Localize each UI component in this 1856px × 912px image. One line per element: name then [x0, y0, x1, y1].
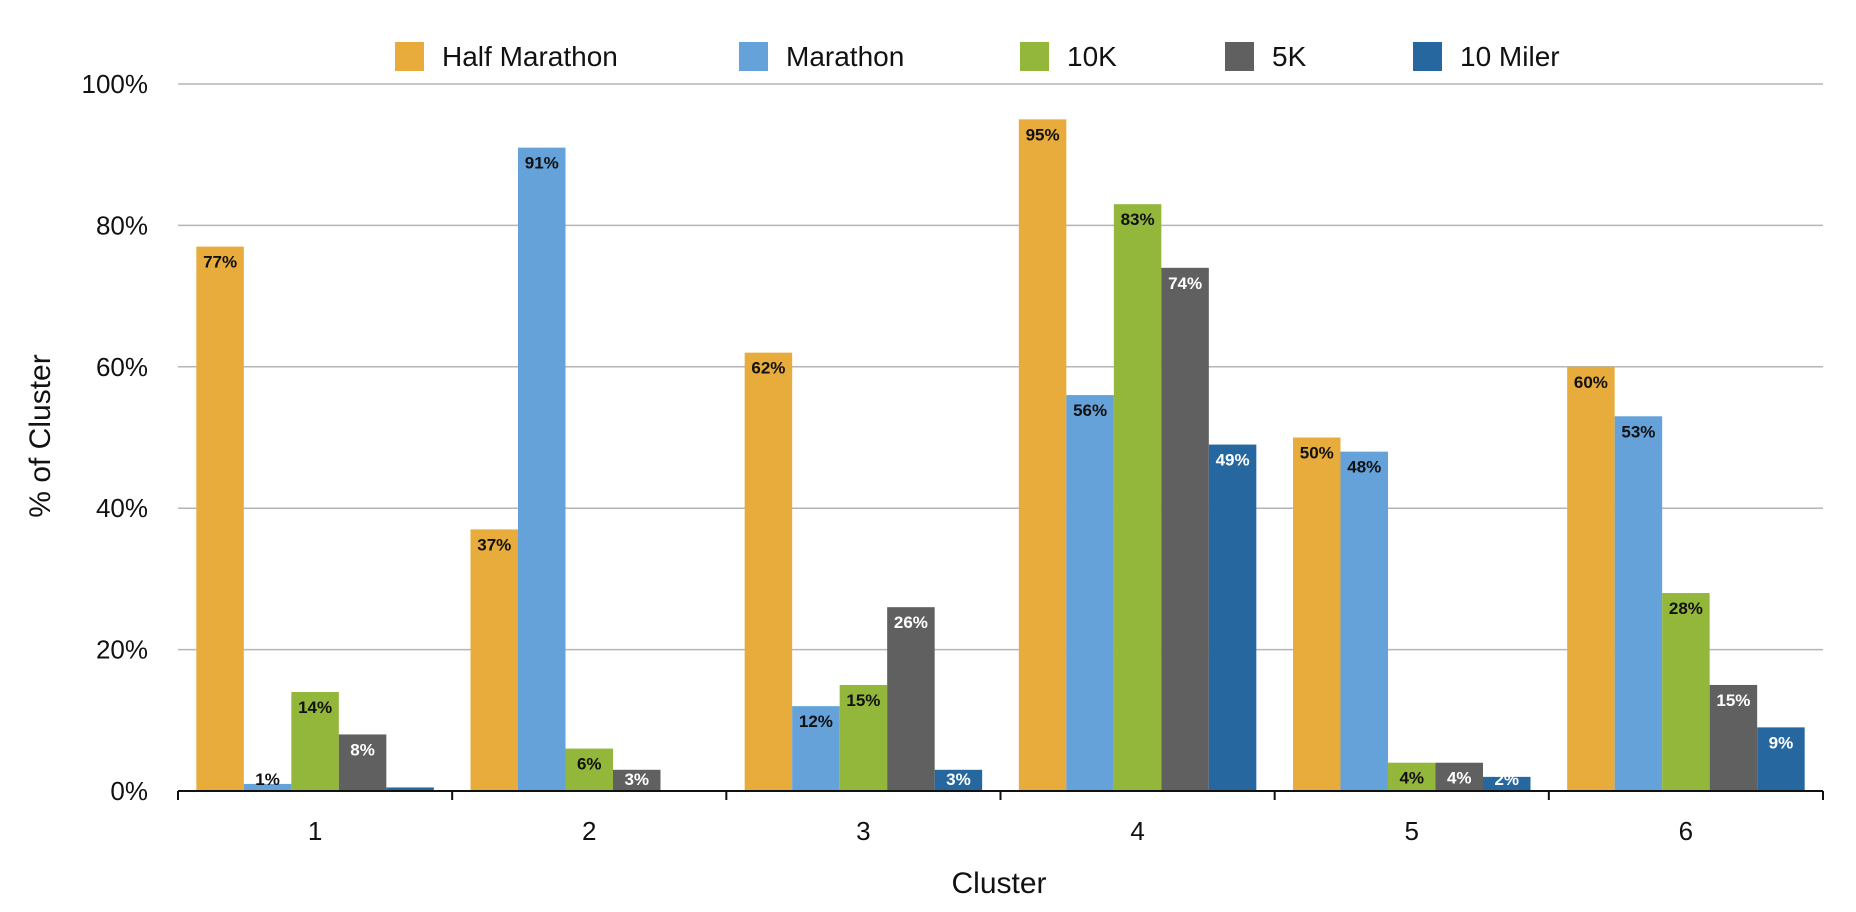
data-label: 2% [1494, 770, 1519, 789]
legend-item: 10 Miler [1413, 41, 1560, 72]
legend-label: Half Marathon [442, 41, 618, 72]
legend-item: 5K [1225, 41, 1307, 72]
legend-label: 10 Miler [1460, 41, 1560, 72]
data-label: 91% [525, 154, 559, 173]
data-label: 8% [350, 740, 375, 759]
y-tick-label: 60% [96, 352, 148, 382]
data-label: 74% [1168, 274, 1202, 293]
bar [1614, 416, 1663, 791]
y-tick-label: 80% [96, 210, 148, 240]
y-axis-title: % of Cluster [24, 354, 57, 517]
bar [613, 769, 661, 791]
bar [887, 607, 935, 791]
bar [470, 529, 518, 791]
data-label: 48% [1347, 458, 1381, 477]
data-label: 95% [1026, 125, 1060, 144]
bar [518, 147, 566, 791]
data-label: 9% [1769, 733, 1794, 752]
data-label: 3% [624, 770, 649, 789]
data-label: 49% [1216, 451, 1250, 470]
bar [1018, 119, 1067, 792]
axes: 1 2 3 4 5 60%20%40%60%80%100% [82, 69, 1824, 846]
data-label: 15% [1716, 691, 1750, 710]
bar [1340, 451, 1388, 791]
bars [196, 119, 1805, 792]
data-label: 83% [1121, 210, 1155, 229]
legend-swatch [395, 42, 424, 71]
data-label: 60% [1574, 373, 1608, 392]
data-label: 3% [946, 770, 971, 789]
data-label: 28% [1669, 599, 1703, 618]
data-label: 1% [255, 770, 280, 789]
data-label: 62% [751, 359, 785, 378]
bar [243, 783, 292, 791]
bar [1208, 444, 1257, 791]
legend-swatch [739, 42, 768, 71]
bar [386, 787, 434, 791]
data-label: 15% [846, 691, 880, 710]
legend-label: 10K [1067, 41, 1117, 72]
bar [839, 684, 888, 791]
gridlines [178, 83, 1823, 651]
bar [1757, 727, 1805, 791]
legend-item: Half Marathon [395, 41, 618, 72]
bar [1113, 204, 1162, 791]
data-label: 50% [1300, 444, 1334, 463]
bar [1293, 437, 1341, 791]
legend: Half Marathon Marathon 10K 5K 10 Miler [395, 41, 1560, 72]
bar [565, 748, 613, 791]
data-label: 56% [1073, 401, 1107, 420]
bar [792, 706, 840, 791]
data-label: 4% [1399, 769, 1424, 788]
legend-swatch [1020, 42, 1049, 71]
data-label: 4% [1447, 769, 1472, 788]
legend-label: Marathon [786, 41, 904, 72]
bar [1709, 684, 1758, 791]
bar [1662, 593, 1710, 791]
legend-swatch [1225, 42, 1254, 71]
bar [1066, 395, 1114, 791]
data-label: 77% [203, 253, 237, 272]
x-axis-title: Cluster [951, 867, 1046, 900]
y-tick-label: 100% [82, 69, 149, 99]
x-tick-label: 1 [308, 816, 322, 846]
legend-item: Marathon [739, 41, 904, 72]
y-tick-label: 20% [96, 635, 148, 665]
y-tick-label: 40% [96, 493, 148, 523]
data-labels: 77% 37% 62% 95% 50% 60% 1% 91% 12% 56% 48% 53% 14% 6%… [203, 125, 1793, 789]
y-tick-label: 0% [110, 776, 148, 806]
data-label: 53% [1621, 422, 1655, 441]
bar [1161, 267, 1209, 791]
legend-item: 10K [1020, 41, 1117, 72]
bar [1567, 366, 1615, 791]
data-label: 6% [577, 755, 602, 774]
x-tick-label: 4 [1130, 816, 1144, 846]
bar [1483, 776, 1531, 791]
bar [1388, 762, 1436, 791]
data-label: 37% [477, 535, 511, 554]
bar [1435, 762, 1483, 791]
data-label: 14% [298, 698, 332, 717]
bar [291, 692, 339, 791]
x-tick-label: 6 [1679, 816, 1693, 846]
bar [934, 769, 983, 791]
data-label: 26% [894, 613, 928, 632]
x-tick-label: 3 [856, 816, 870, 846]
bar [338, 734, 387, 791]
x-tick-label: 2 [582, 816, 596, 846]
bar [744, 352, 793, 791]
legend-label: 5K [1272, 41, 1307, 72]
x-tick-label: 5 [1405, 816, 1419, 846]
legend-swatch [1413, 42, 1442, 71]
data-label: 12% [799, 712, 833, 731]
bar [196, 246, 244, 792]
